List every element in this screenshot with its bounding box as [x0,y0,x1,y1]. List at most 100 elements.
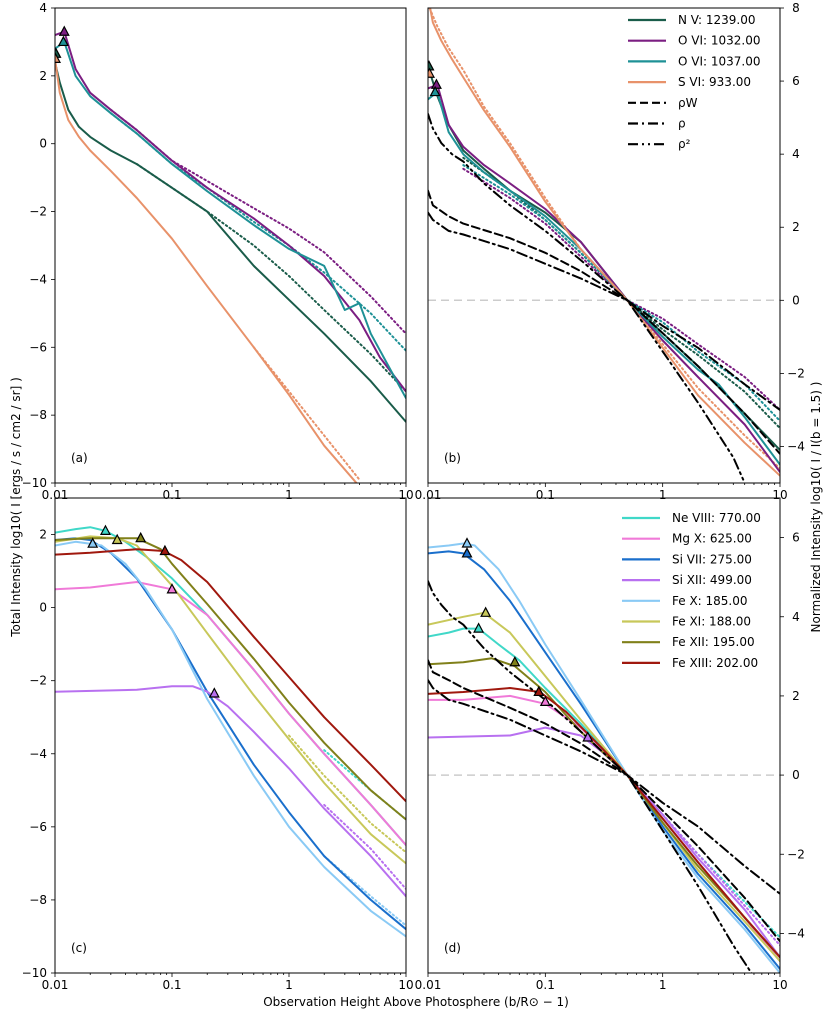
series-mg-x-625-00 [55,581,406,847]
legend-label: Si VII: 275.00 [672,552,752,566]
series-ne-viii-770-00 [55,526,406,847]
y-tick-label: −4 [787,439,805,453]
y-tick-label: 0 [39,137,47,151]
peak-marker [533,685,545,697]
legend-label: ρW [678,96,698,110]
plot-area-c [55,524,406,938]
x-tick-label: 0.01 [42,978,69,992]
legend-label: Mg X: 625.00 [672,532,752,546]
plot-area-b [428,8,780,483]
plot-area-d [428,537,780,973]
peak-marker [55,52,62,63]
panel-label-c: (c) [71,941,87,955]
x-tick-label: 0.01 [415,978,442,992]
legend-label: S VI: 933.00 [678,75,751,89]
panel-label-a: (a) [71,451,88,465]
y-tick-label: 2 [792,220,800,234]
peak-marker [111,533,123,545]
panel-c: 0.01 0.1 1 10 −10 −8 −6 −4 −2 0 2 (c) [22,497,414,992]
series-fe-xi-188-00 [428,611,780,963]
y-tick-label: −4 [29,272,47,286]
dotted-series-si-xii-499-00-dotted [661,813,780,947]
y-tick-label: −2 [787,366,805,380]
y-tick-label: −2 [787,847,805,861]
legend-label: Fe XIII: 202.00 [672,656,758,670]
peak-marker [57,35,69,47]
series-fe-xiii-202-00 [428,687,780,959]
series-si-xii-499-00 [55,685,406,898]
peak-marker [509,655,521,667]
series-si-xii-499-00 [428,726,780,959]
x-axis-label: Observation Height Above Photosphere (b/… [263,995,569,1009]
peak-marker [99,524,111,535]
y-tick-label: −4 [29,747,47,761]
series-n-v-1239-00 [55,61,406,423]
y-tick-label: 4 [792,147,800,161]
y-tick-label: −8 [29,408,47,422]
y-tick-label: 6 [792,74,800,88]
series-- [428,211,780,411]
y-tick-label: 2 [792,689,800,703]
legend-label: O VI: 1032.00 [678,34,761,48]
dotted-series-s-vi-933-00-dotted [428,8,780,470]
y-tick-label: 0 [792,293,800,307]
y-tick-label: −6 [29,820,47,834]
axes-frame [427,497,781,974]
legend-label: Fe XII: 195.00 [672,635,755,649]
dotted-series-si-xii-499-00-dotted [323,803,406,890]
series-- [428,679,780,895]
peak-marker [461,547,473,558]
y-tick-label: −8 [29,893,47,907]
y-tick-label: 0 [39,601,47,615]
series-- [428,113,746,483]
series-s-vi-933-00 [55,57,358,483]
dotted-series-n-v-1239-00-dotted [135,163,406,393]
peak-marker [461,537,473,548]
peak-marker [429,85,441,97]
y-tick-label: 8 [792,1,800,15]
legend-label: Si XII: 499.00 [672,573,752,587]
y-tick-label: −4 [787,926,805,940]
panel-d: 0.01 0.1 1 10 −4 −2 0 2 4 6 (d) [415,497,805,992]
series-o-vi-1032-00 [55,30,406,393]
axes-frame [54,7,407,484]
x-tick-label: 1 [659,978,667,992]
y-tick-label: 4 [792,610,800,624]
series-s-vi-933-00 [429,8,780,477]
y-tick-label: −10 [22,476,47,490]
y-axis-label-left: Total Intensity log10( I [ergs / s / cm2… [9,377,23,638]
y-tick-label: −6 [29,340,47,354]
y-tick-label: 0 [792,768,800,782]
x-tick-label: 0.1 [536,978,555,992]
legend-label: O VI: 1037.00 [678,54,761,68]
series-fe-x-185-00 [55,540,406,938]
legend-label: ρ [678,117,686,131]
dotted-series-fe-xi-188-00-dotted [288,734,406,854]
x-tick-label: 10 [772,978,787,992]
x-tick-label: 1 [285,488,293,502]
x-tick-label: 1 [659,488,667,502]
series--w [428,189,780,455]
dotted-series-s-vi-933-00-dotted [252,346,361,481]
peak-marker [539,695,551,706]
series-fe-xii-195-00 [428,657,780,959]
peak-marker [208,687,220,698]
dotted-series-fe-x-185-00-dotted [323,855,406,927]
peak-marker [428,67,436,78]
panel-label-b: (b) [444,451,461,465]
legend-label: N V: 1239.00 [678,13,756,27]
x-tick-label: 1 [285,978,293,992]
plot-area-a [55,25,406,483]
y-tick-label: −2 [29,674,47,688]
peak-marker [480,606,492,617]
y-tick-label: 2 [39,528,47,542]
y-axis-label-right: Normalized Intensity log10( I / I(b = 1.… [809,382,823,633]
series-si-vii-275-00 [55,537,406,931]
axes-frame [427,7,781,484]
peak-marker [430,78,442,89]
x-tick-label: 10 [398,978,413,992]
panel-label-d: (d) [444,941,461,955]
y-tick-label: 2 [39,69,47,83]
